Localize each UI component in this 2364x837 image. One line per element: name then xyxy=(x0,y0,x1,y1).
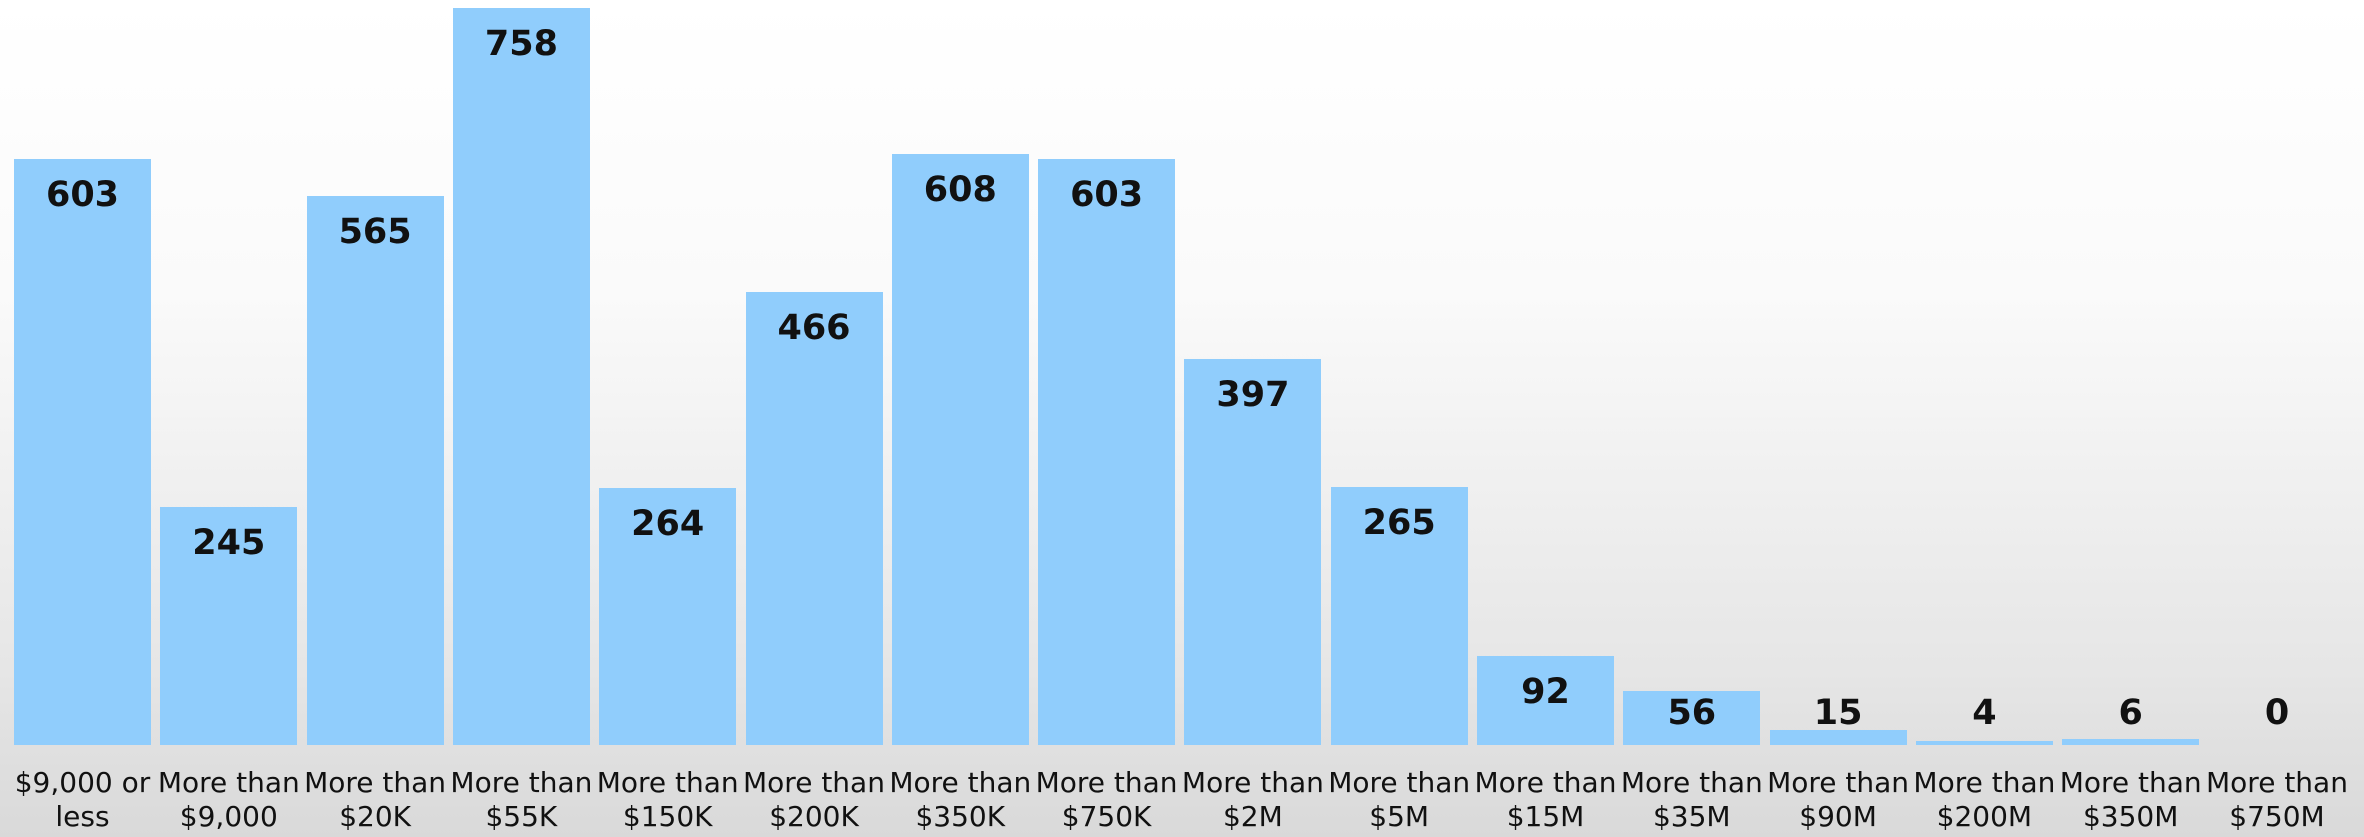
value-label: 397 xyxy=(1216,374,1290,415)
x-tick-label: More than $55K xyxy=(450,766,593,833)
bar xyxy=(599,488,737,745)
x-tick-label: More than $9,000 xyxy=(157,766,300,833)
value-label: 603 xyxy=(1070,174,1144,215)
bar xyxy=(891,153,1029,745)
x-tick-label: More than $350M xyxy=(2059,766,2202,833)
x-tick-label: More than $200M xyxy=(1913,766,2056,833)
x-tick-label: More than $200K xyxy=(743,766,885,833)
bar xyxy=(160,506,298,745)
x-tick-label: More than $350K xyxy=(889,766,1032,833)
bar xyxy=(1038,158,1176,745)
value-label: 0 xyxy=(2264,693,2290,733)
bar xyxy=(306,195,444,745)
bar xyxy=(452,8,590,745)
value-label: 758 xyxy=(484,24,558,64)
value-label: 56 xyxy=(1667,693,1717,733)
value-label: 6 xyxy=(2118,693,2143,733)
value-label: 608 xyxy=(923,169,997,210)
bar xyxy=(745,291,883,745)
value-label: 466 xyxy=(777,307,851,348)
value-label: 264 xyxy=(631,504,705,545)
bar xyxy=(1477,655,1614,745)
bar xyxy=(1769,730,1907,745)
bar xyxy=(1330,487,1468,745)
bar xyxy=(1184,358,1322,745)
x-tick-label: More than $2M xyxy=(1181,766,1324,833)
x-tick-label: More than $20K xyxy=(304,766,447,833)
value-label: 245 xyxy=(192,522,266,563)
value-label: 92 xyxy=(1521,671,1570,712)
x-tick-label: More than $15M xyxy=(1474,766,1617,833)
bar xyxy=(1915,741,2053,745)
value-label: 4 xyxy=(1972,693,1997,733)
x-tick-label: More than $750M xyxy=(2206,766,2348,833)
value-label: 603 xyxy=(45,174,120,215)
x-tick-label: $9,000 or less xyxy=(14,766,151,833)
value-label: 15 xyxy=(1813,693,1863,733)
value-label: 265 xyxy=(1362,503,1436,544)
x-tick-label: More than $150K xyxy=(596,766,739,833)
x-tick-label: More than $5M xyxy=(1328,766,1471,833)
bar xyxy=(1623,690,1761,745)
x-tick-label: More than $90M xyxy=(1767,766,1910,833)
x-tick-label: More than $750K xyxy=(1035,766,1178,833)
bar xyxy=(2062,739,2200,745)
x-tick-label: More than $35M xyxy=(1620,766,1763,833)
value-label: 565 xyxy=(338,211,412,252)
bar xyxy=(14,158,151,745)
